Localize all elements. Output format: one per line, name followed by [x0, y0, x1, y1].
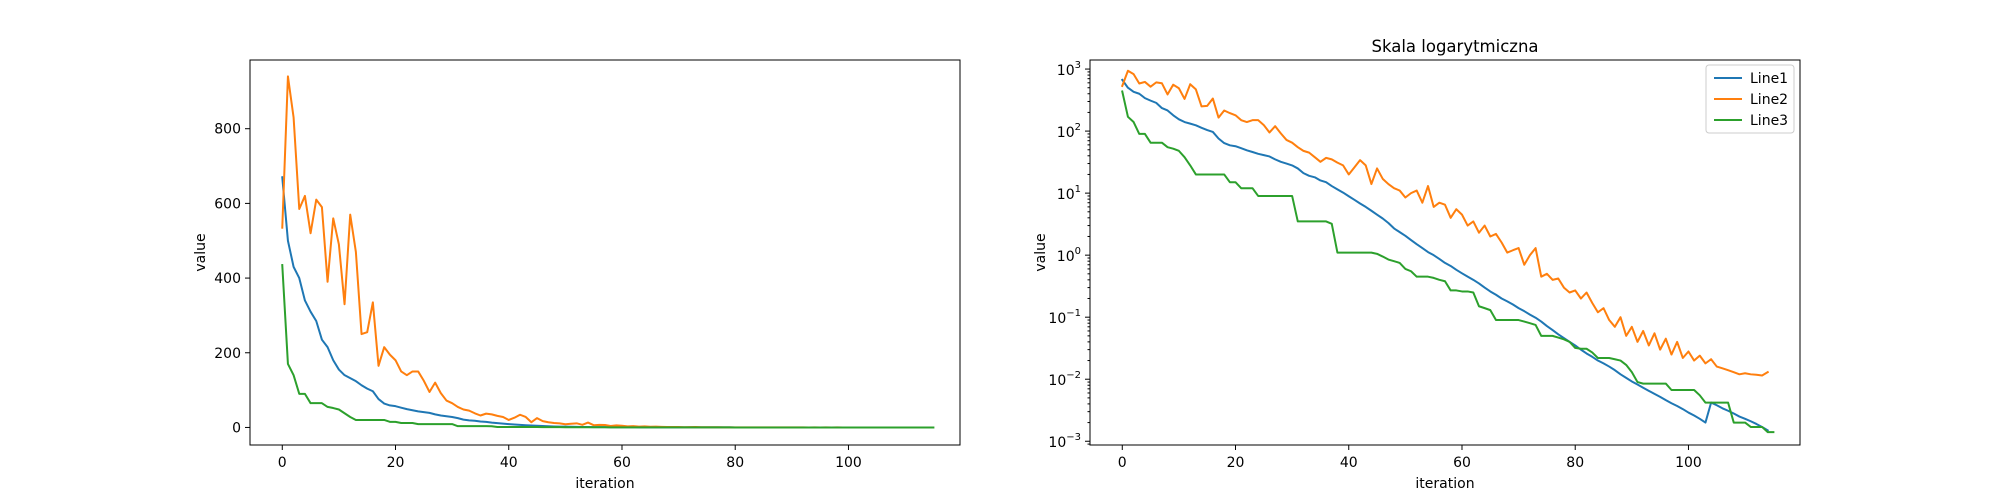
linear-x-tick-label: 0	[278, 455, 287, 471]
log-y-tick-label: 10−3	[1048, 432, 1081, 451]
log-x-tick-label: 40	[1340, 455, 1358, 471]
legend-items: Line1 Line2 Line3	[1714, 71, 1788, 129]
log-plot-area	[1120, 69, 1775, 434]
log-axes-frame	[1089, 59, 1801, 446]
log-y-tick-label: 101	[1057, 184, 1081, 203]
log-y-tick-label: 102	[1057, 122, 1081, 141]
log-axes: Skala logarytmiczna 0 20 40 60 80 100 10−310−…	[1033, 37, 1801, 492]
linear-y-tick-label: 200	[214, 346, 241, 362]
log-x-axis-label: iteration	[1415, 476, 1474, 492]
log-series-line-1	[1120, 78, 1770, 432]
log-series-line-2	[1120, 69, 1770, 377]
log-x-tick-label: 80	[1566, 455, 1584, 471]
linear-x-ticks: 0 20 40 60 80 100	[278, 445, 862, 471]
log-y-tick-label: 100	[1057, 246, 1081, 265]
log-x-tick-label: 0	[1118, 455, 1127, 471]
log-y-tick-label: 10−2	[1048, 370, 1081, 389]
linear-x-tick-label: 80	[726, 455, 744, 471]
linear-axes-frame	[249, 59, 961, 446]
linear-x-tick-label: 60	[613, 455, 631, 471]
linear-y-tick-label: 600	[214, 196, 241, 212]
linear-series-line-3	[281, 263, 935, 429]
log-x-tick-label: 100	[1675, 455, 1702, 471]
linear-y-tick-label: 0	[232, 420, 241, 436]
linear-y-tick-label: 400	[214, 271, 241, 287]
log-series-line-3	[1121, 90, 1775, 434]
linear-axes: 0 20 40 60 80 100 0 200 400 600 800 iteration val…	[193, 59, 961, 492]
log-x-ticks: 0 20 40 60 80 100	[1118, 445, 1702, 471]
linear-y-ticks: 0 200 400 600 800	[214, 122, 250, 436]
legend-label-2: Line2	[1750, 92, 1788, 108]
linear-y-tick-label: 800	[214, 122, 241, 138]
log-chart-title: Skala logarytmiczna	[1371, 37, 1538, 56]
log-x-tick-label: 60	[1453, 455, 1471, 471]
linear-y-axis-label: value	[193, 233, 209, 271]
linear-x-axis-label: iteration	[575, 476, 634, 492]
linear-x-tick-label: 40	[500, 455, 518, 471]
log-y-tick-label: 103	[1057, 60, 1081, 79]
linear-plot-area	[281, 75, 935, 429]
legend-label-3: Line3	[1750, 113, 1788, 129]
legend-frame	[1705, 64, 1795, 134]
log-y-tick-label: 10−1	[1048, 308, 1081, 327]
linear-x-tick-label: 20	[387, 455, 405, 471]
log-y-axis-label: value	[1033, 233, 1049, 271]
legend: Line1 Line2 Line3	[1705, 64, 1795, 134]
linear-x-tick-label: 100	[835, 455, 862, 471]
log-y-ticks: 10−3 10−2 10−1 100 101 102 103	[1048, 60, 1090, 451]
log-x-tick-label: 20	[1227, 455, 1245, 471]
legend-label-1: Line1	[1750, 71, 1788, 87]
